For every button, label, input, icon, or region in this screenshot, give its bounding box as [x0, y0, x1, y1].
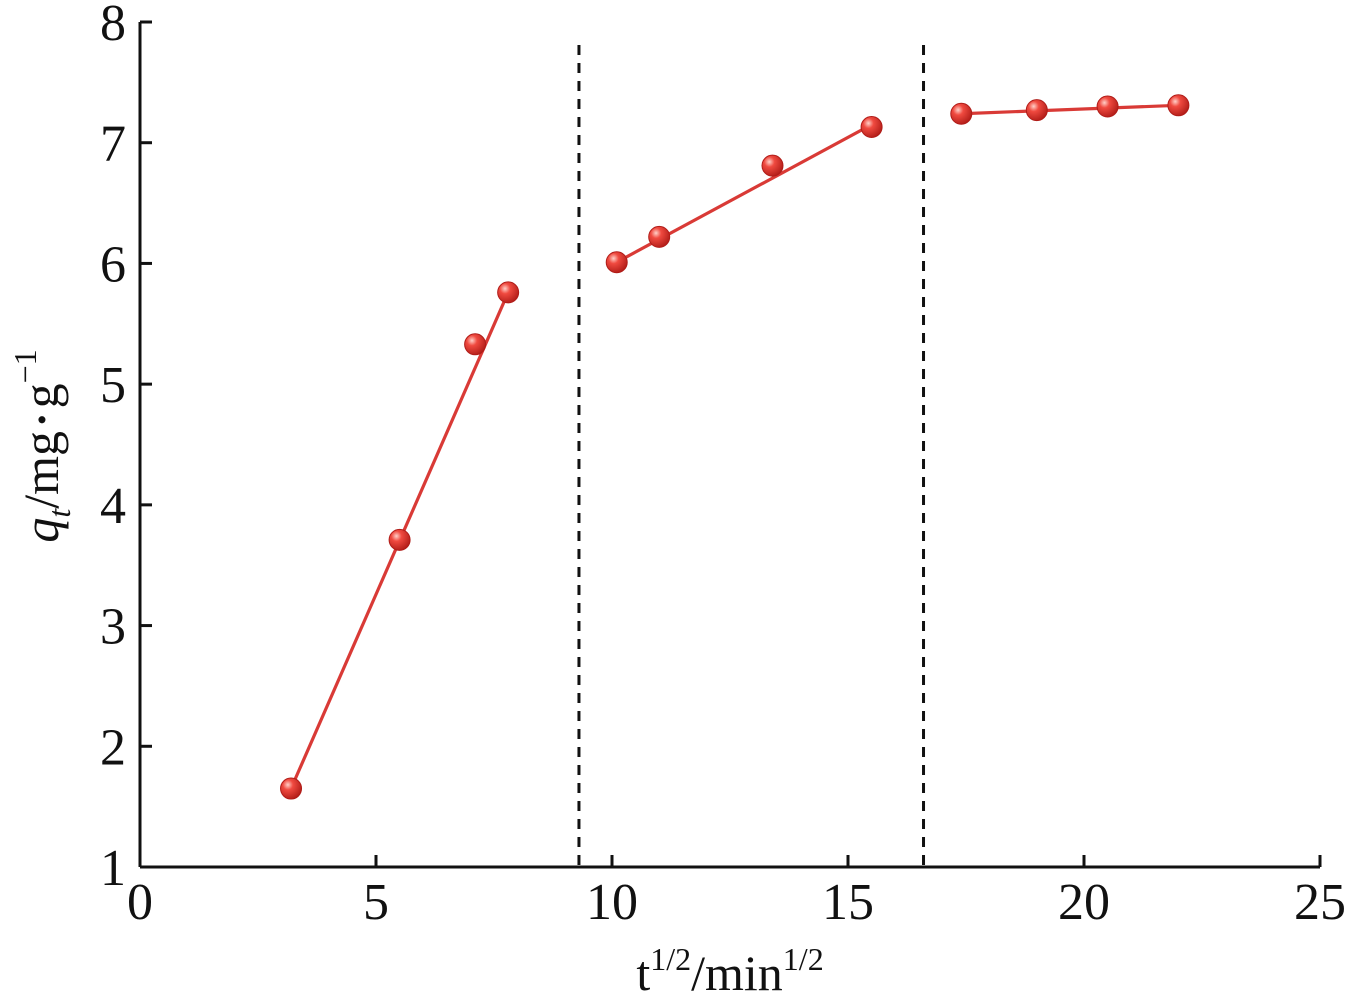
y-axis-title-dot: •: [26, 414, 59, 425]
data-point-stage-3: [1096, 95, 1119, 118]
y-axis-title-sup: −1: [7, 349, 43, 383]
x-tick-label: 25: [1294, 874, 1346, 931]
plot-area: 0 5 10 15 20 25 1 2 3 4 5 6 7 8: [100, 0, 1346, 931]
data-point-stage-1: [497, 281, 520, 304]
data-point-stage-1: [388, 528, 411, 551]
data-point-stage-2: [605, 251, 628, 274]
data-point-stage-3: [1025, 99, 1048, 122]
y-tick-label: 3: [100, 599, 126, 656]
data-point-stage-3: [1167, 94, 1190, 117]
x-tick-label: 10: [586, 874, 638, 931]
y-axis-title: qt/mg • g−1: [7, 349, 77, 542]
y-axis-title-g: g: [13, 383, 69, 408]
data-point-stage-3: [950, 102, 973, 125]
x-tick-label: 20: [1058, 874, 1110, 931]
fit-line-stage-3: [961, 103, 1179, 116]
y-tick-label: 6: [100, 236, 126, 293]
x-axis-title: t1/2/min1/2: [636, 941, 823, 999]
x-tick-label: 15: [822, 874, 874, 931]
y-tick-label: 2: [100, 719, 126, 776]
x-tick-label: 0: [127, 874, 153, 931]
data-point-stage-2: [860, 116, 883, 139]
x-axis-title-mid: /min: [691, 945, 783, 999]
y-axis-title-q: q: [13, 518, 69, 543]
y-tick-label: 8: [100, 0, 126, 52]
data-point-stage-2: [648, 225, 671, 248]
data-point-stage-1: [280, 777, 303, 800]
y-tick-label: 4: [100, 478, 126, 535]
y-tick-label: 7: [100, 116, 126, 173]
y-axis-title-unit: /mg: [13, 431, 69, 509]
x-axis-title-base: t: [636, 945, 650, 999]
x-tick-label: 5: [363, 874, 389, 931]
data-point-stage-2: [761, 154, 784, 177]
y-tick-label: 5: [100, 357, 126, 414]
x-axis-title-sup2: 1/2: [783, 941, 824, 977]
y-tick-label: 1: [100, 840, 126, 897]
data-point-stage-1: [464, 333, 487, 356]
x-axis-title-sup1: 1/2: [650, 941, 691, 977]
y-axis-title-sub: t: [41, 508, 77, 518]
